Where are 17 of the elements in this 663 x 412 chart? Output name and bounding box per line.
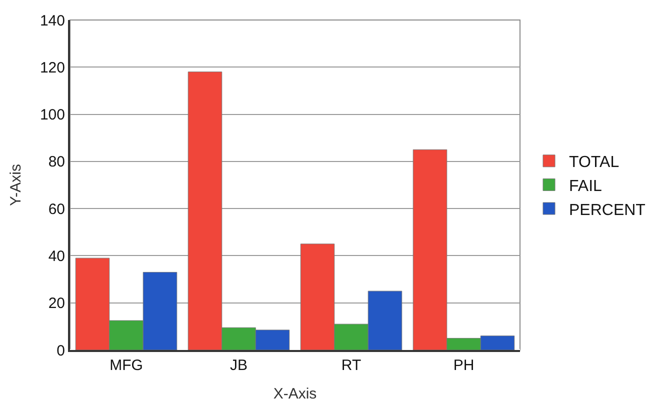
y-tick-label: 140 (40, 12, 65, 30)
x-tick-label: PH (453, 357, 474, 374)
x-tick-label: JB (230, 357, 248, 374)
y-tick-label: 80 (48, 154, 65, 171)
y-tick-label: 40 (48, 248, 65, 265)
x-tick-label: MFG (110, 357, 143, 374)
x-tick-label: RT (341, 357, 362, 374)
y-tick-label: 20 (48, 295, 65, 312)
legend-label: TOTAL (569, 154, 620, 172)
legend-label: FAIL (569, 178, 602, 195)
x-axis-title: X-Axis (273, 386, 317, 402)
y-axis-title: Y-Axis (8, 164, 25, 206)
y-tick-label: 120 (40, 59, 65, 76)
legend-label: PERCENT (569, 202, 646, 219)
y-tick-label: 0 (56, 342, 65, 360)
y-tick-label: 60 (48, 200, 65, 218)
y-tick-label: 100 (40, 106, 65, 124)
